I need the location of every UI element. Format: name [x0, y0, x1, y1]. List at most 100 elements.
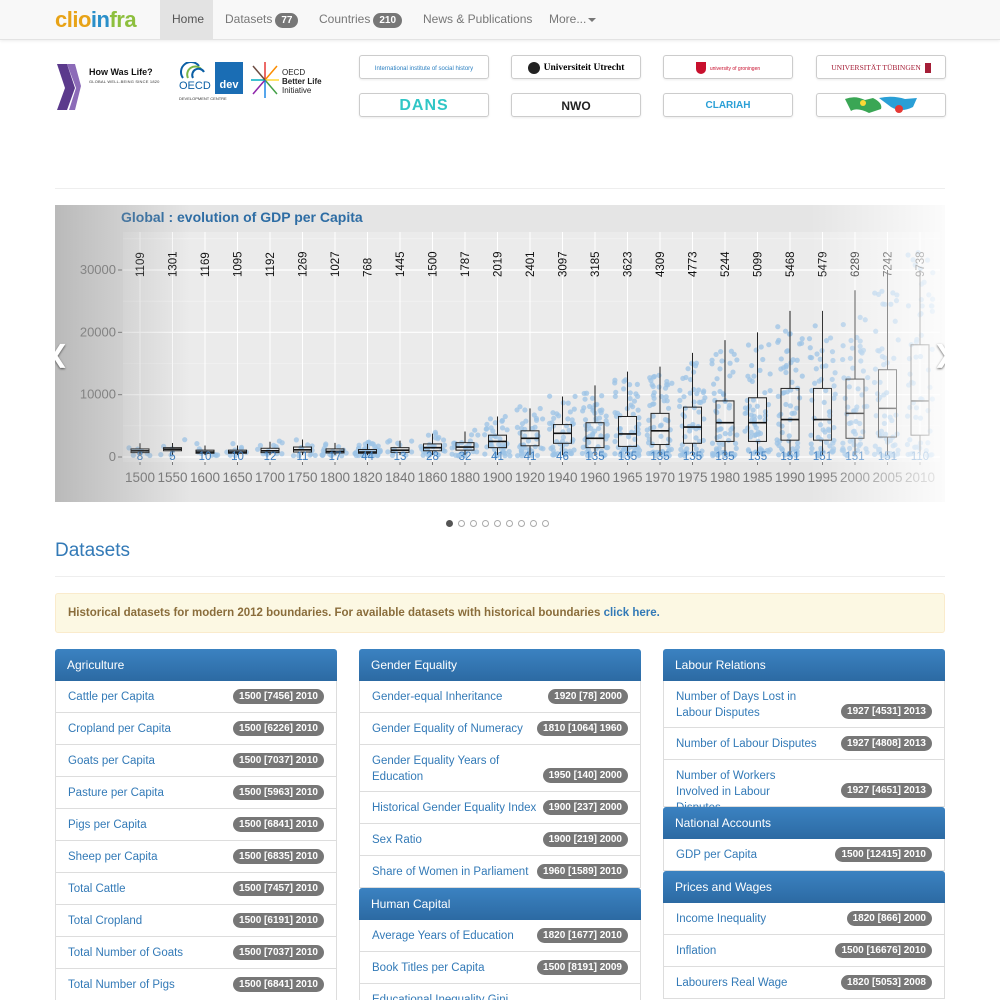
dataset-link[interactable]: Gender Equality of Numeracy — [372, 723, 523, 735]
carousel-indicator-dot[interactable] — [482, 520, 489, 527]
carousel-indicator-dot[interactable] — [470, 520, 477, 527]
brand-logo[interactable]: clioinfra — [55, 7, 137, 33]
scatter-point — [783, 369, 789, 376]
dataset-range-badge: 1820 [866] 2000 — [846, 911, 932, 926]
dataset-row[interactable]: Historical Gender Equality Index 1900 [23… — [359, 792, 641, 824]
nav-more-dropdown[interactable]: More... — [537, 0, 608, 40]
dataset-link[interactable]: Average Years of Education — [372, 930, 514, 942]
dataset-row[interactable]: GDP per Capita 1500 [12415] 2010 — [663, 839, 945, 871]
scatter-point — [917, 415, 924, 421]
dataset-row[interactable]: Cropland per Capita 1500 [6226] 2010 — [55, 713, 337, 745]
dataset-link[interactable]: Educational Inequality Gini — [372, 994, 509, 1000]
dataset-link[interactable]: Sheep per Capita — [68, 851, 158, 863]
scatter-point — [563, 448, 569, 454]
nav-news[interactable]: News & Publications — [411, 0, 544, 40]
partner-logo-group[interactable]: How Was Life? GLOBAL WELL-BEING SINCE 18… — [55, 58, 330, 114]
partner-logo-tuebingen[interactable]: UNIVERSITÄT TÜBINGEN — [816, 55, 946, 79]
dataset-row[interactable]: Educational Inequality Gini — [359, 984, 641, 1000]
scatter-point — [440, 437, 447, 443]
scatter-point — [518, 450, 524, 457]
scatter-point — [565, 416, 571, 422]
dataset-link[interactable]: Pigs per Capita — [68, 819, 147, 831]
dataset-link[interactable]: GDP per Capita — [676, 849, 757, 861]
partner-logo-dans[interactable]: DANS — [359, 93, 489, 117]
dataset-row[interactable]: Inflation 1500 [16676] 2010 — [663, 935, 945, 967]
scatter-point — [907, 371, 913, 377]
scatter-point — [612, 393, 618, 400]
dataset-row[interactable]: Pasture per Capita 1500 [5963] 2010 — [55, 777, 337, 809]
chevron-right-icon[interactable]: ❯ — [933, 343, 945, 367]
dataset-row[interactable]: Goats per Capita 1500 [7037] 2010 — [55, 745, 337, 777]
scatter-point — [482, 432, 488, 438]
partner-logo-clariah[interactable]: CLARIAH — [663, 93, 793, 117]
dataset-link[interactable]: Cropland per Capita — [68, 723, 171, 735]
scatter-point — [257, 442, 264, 449]
dataset-link[interactable]: Income Inequality — [676, 913, 767, 925]
dataset-row[interactable]: Number of Workers Involved in Labour Dis… — [663, 760, 945, 814]
dataset-link[interactable]: Total Cropland — [68, 915, 143, 927]
dataset-row[interactable]: Gender Equality of Numeracy 1810 [1064] 1… — [359, 713, 641, 745]
dataset-link[interactable]: Total Number of Pigs — [68, 979, 175, 991]
dataset-link[interactable]: Labourers Real Wage — [676, 977, 788, 989]
dataset-row[interactable]: Sheep per Capita 1500 [6835] 2010 — [55, 841, 337, 873]
scatter-point — [858, 349, 864, 355]
dataset-row[interactable]: Income Inequality 1820 [866] 2000 — [663, 903, 945, 935]
scatter-point — [339, 453, 345, 459]
dataset-row[interactable]: Sex Ratio 1900 [219] 2000 — [359, 824, 641, 856]
dataset-row[interactable]: Number of Labour Disputes 1927 [4808] 201… — [663, 728, 945, 760]
dataset-link[interactable]: Gender Equality Years of Education — [372, 755, 500, 783]
carousel-indicator-dot[interactable] — [506, 520, 513, 527]
partner-logo-iish[interactable]: International institute of social histor… — [359, 55, 489, 79]
partner-logo-map[interactable] — [816, 93, 946, 117]
scatter-point — [806, 336, 813, 342]
dataset-link[interactable]: Inflation — [676, 945, 717, 957]
dataset-link[interactable]: Number of Days Lost in Labour Disputes — [676, 691, 797, 719]
scatter-point — [644, 427, 650, 433]
chevron-left-icon[interactable]: ❮ — [55, 343, 69, 367]
top-value-label: 1269 — [298, 251, 310, 277]
dataset-link[interactable]: Historical Gender Equality Index — [372, 802, 537, 814]
dataset-row[interactable]: Average Years of Education 1820 [1677] 20… — [359, 920, 641, 952]
alert-text: Historical datasets for modern 2012 boun… — [68, 607, 601, 619]
dataset-row[interactable]: Pigs per Capita 1500 [6841] 2010 — [55, 809, 337, 841]
nav-home[interactable]: Home — [160, 0, 213, 40]
scatter-point — [865, 374, 871, 381]
dataset-link[interactable]: Number of Labour Disputes — [676, 738, 817, 750]
dataset-link[interactable]: Book Titles per Capita — [372, 962, 485, 974]
dataset-row[interactable]: Share of Women in Parliament 1960 [1589] … — [359, 856, 641, 888]
dataset-link[interactable]: Pasture per Capita — [68, 787, 164, 799]
dataset-row[interactable]: Number of Days Lost in Labour Disputes 19… — [663, 681, 945, 728]
scatter-point — [634, 381, 640, 387]
nav-datasets[interactable]: Datasets 77 — [213, 0, 310, 40]
scatter-point — [627, 395, 633, 402]
dataset-row[interactable]: Total Cattle 1500 [7457] 2010 — [55, 873, 337, 905]
partner-logo-nwo[interactable]: NWO — [511, 93, 641, 117]
dataset-link[interactable]: Sex Ratio — [372, 834, 422, 846]
dataset-row[interactable]: Gender Equality Years of Education 1950 [… — [359, 745, 641, 792]
dataset-link[interactable]: Share of Women in Parliament — [372, 866, 529, 878]
dataset-row[interactable]: Labourers Real Wage 1820 [5053] 2008 — [663, 967, 945, 999]
dataset-link[interactable]: Cattle per Capita — [68, 691, 155, 703]
carousel-indicator-dot[interactable] — [518, 520, 525, 527]
carousel-indicator-dot[interactable] — [542, 520, 549, 527]
dataset-link[interactable]: Gender-equal Inheritance — [372, 691, 503, 703]
carousel-indicator-dot[interactable] — [458, 520, 465, 527]
scatter-point — [389, 452, 396, 459]
partner-logo-utrecht[interactable]: Universiteit Utrecht — [511, 55, 641, 79]
dataset-row[interactable]: Cattle per Capita 1500 [7456] 2010 — [55, 681, 337, 713]
dataset-row[interactable]: Book Titles per Capita 1500 [8191] 2009 — [359, 952, 641, 984]
dataset-row[interactable]: Total Number of Pigs 1500 [6841] 2010 — [55, 969, 337, 1000]
alert-click-here-link[interactable]: click here. — [603, 607, 660, 619]
nav-countries[interactable]: Countries 210 — [307, 0, 414, 40]
dataset-link[interactable]: Total Cattle — [68, 883, 126, 895]
chart-carousel[interactable]: 0 10000 20000 30000 1109 1301 1169 1095 1192 1269… — [55, 205, 945, 502]
dataset-row[interactable]: Total Cropland 1500 [6191] 2010 — [55, 905, 337, 937]
dataset-row[interactable]: Total Number of Goats 1500 [7037] 2010 — [55, 937, 337, 969]
carousel-indicator-dot[interactable] — [494, 520, 501, 527]
dataset-row[interactable]: Gender-equal Inheritance 1920 [78] 2000 — [359, 681, 641, 713]
partner-logo-groningen[interactable]: university of groningen — [663, 55, 793, 79]
dataset-link[interactable]: Goats per Capita — [68, 755, 155, 767]
dataset-link[interactable]: Total Number of Goats — [68, 947, 184, 959]
carousel-indicator-dot[interactable] — [530, 520, 537, 527]
carousel-indicator-dot[interactable] — [446, 520, 453, 527]
